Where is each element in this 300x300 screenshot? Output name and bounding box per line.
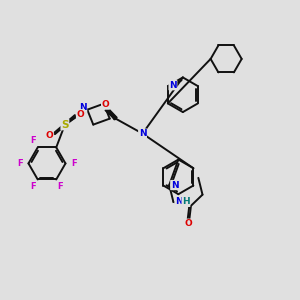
Text: O: O (102, 100, 110, 109)
Text: F: F (17, 159, 23, 168)
Text: N: N (79, 103, 87, 112)
Text: O: O (185, 219, 192, 228)
Text: F: F (58, 182, 63, 191)
Text: S: S (61, 120, 69, 130)
Polygon shape (104, 104, 117, 120)
Text: N: N (175, 197, 183, 206)
Text: N: N (169, 81, 177, 90)
Text: F: F (31, 136, 36, 145)
Text: H: H (182, 197, 190, 206)
Text: O: O (76, 110, 84, 119)
Text: F: F (31, 182, 36, 191)
Text: F: F (71, 159, 77, 168)
Text: O: O (46, 130, 53, 140)
Text: N: N (139, 129, 146, 138)
Text: N: N (171, 181, 178, 190)
